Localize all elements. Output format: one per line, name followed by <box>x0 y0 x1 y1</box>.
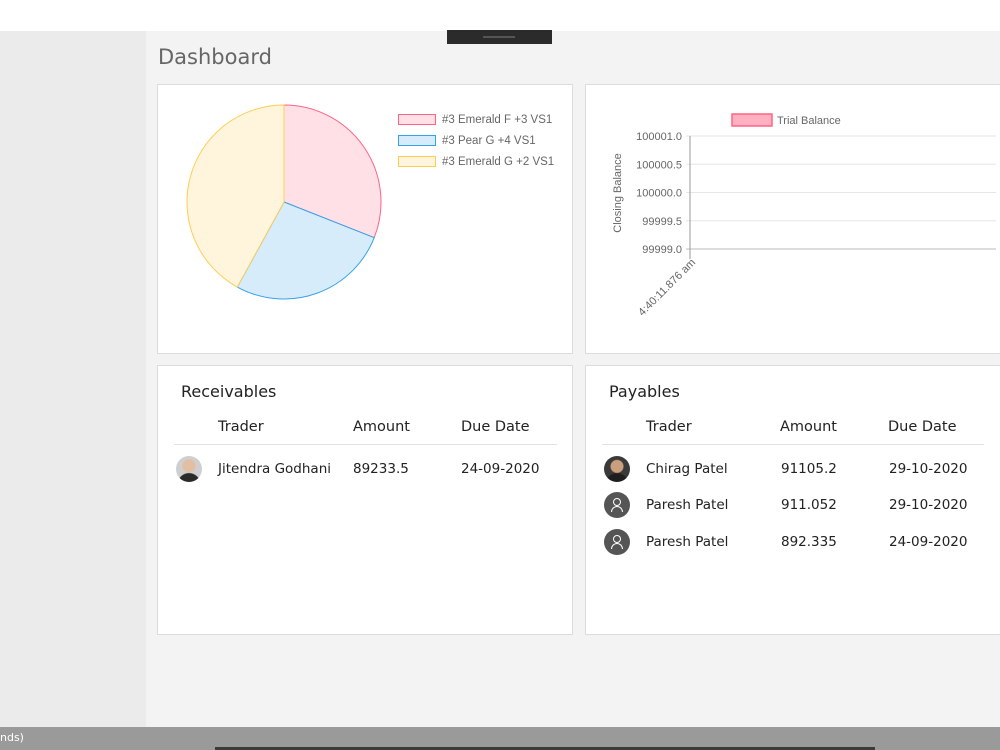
pie-chart <box>186 104 382 300</box>
receivables-card: Receivables Trader Amount Due Date Jiten… <box>157 365 573 635</box>
status-bar: nds) <box>0 727 1000 750</box>
legend-swatch <box>731 113 773 127</box>
col-trader: Trader <box>218 418 264 435</box>
receivables-table-header: Trader Amount Due Date <box>174 409 557 445</box>
pie-legend: #3 Emerald F +3 VS1 #3 Pear G +4 VS1 #3 … <box>398 109 554 172</box>
y-axis-label: Closing Balance <box>612 153 624 233</box>
col-trader: Trader <box>646 418 692 435</box>
payables-table-header: Trader Amount Due Date <box>602 409 984 445</box>
pie-slice-2[interactable] <box>186 104 285 288</box>
amount: 911.052 <box>781 497 837 513</box>
legend-label[interactable]: Trial Balance <box>777 115 841 127</box>
y-tick-label: 99999.5 <box>642 216 682 228</box>
legend-label: #3 Pear G +4 VS1 <box>442 134 536 147</box>
legend-item-1[interactable]: #3 Pear G +4 VS1 <box>398 130 554 151</box>
sidebar <box>0 31 146 727</box>
due-date: 24-09-2020 <box>889 534 968 550</box>
legend-swatch <box>398 156 436 167</box>
trader-name: Paresh Patel <box>646 534 729 550</box>
amount: 89233.5 <box>353 461 409 477</box>
amount: 892.335 <box>781 534 837 550</box>
pie-slice-1[interactable] <box>236 201 375 300</box>
window-drag-handle[interactable] <box>447 30 552 44</box>
y-tick-label: 99999.0 <box>642 244 682 256</box>
y-tick-label: 100000.0 <box>636 188 682 200</box>
table-row[interactable]: Paresh Patel 911.052 29-10-2020 <box>604 490 994 520</box>
avatar <box>604 456 630 482</box>
page-title: Dashboard <box>158 45 272 69</box>
status-text: nds) <box>0 731 24 744</box>
y-tick-label: 100001.0 <box>636 131 682 143</box>
trader-name: Chirag Patel <box>646 461 728 477</box>
col-amount: Amount <box>780 418 837 435</box>
col-due-date: Due Date <box>888 418 957 435</box>
receivables-title: Receivables <box>181 382 277 401</box>
legend-item-0[interactable]: #3 Emerald F +3 VS1 <box>398 109 554 130</box>
due-date: 29-10-2020 <box>889 461 968 477</box>
legend-swatch <box>398 114 436 125</box>
amount: 91105.2 <box>781 461 837 477</box>
legend-label: #3 Emerald G +2 VS1 <box>442 155 555 168</box>
pie-chart-card: #3 Emerald F +3 VS1 #3 Pear G +4 VS1 #3 … <box>157 84 573 354</box>
person-icon <box>604 529 630 555</box>
table-row[interactable]: Jitendra Godhani 89233.5 24-09-2020 <box>176 454 556 484</box>
due-date: 29-10-2020 <box>889 497 968 513</box>
legend-swatch <box>398 135 436 146</box>
legend-label: #3 Emerald F +3 VS1 <box>442 113 553 126</box>
trader-name: Paresh Patel <box>646 497 729 513</box>
x-tick-label: 4:40:11.876 am <box>636 257 698 319</box>
payables-card: Payables Trader Amount Due Date Chirag P… <box>585 365 1000 635</box>
line-chart-card: Trial Balance Closing Balance 100001.0 10… <box>585 84 1000 354</box>
due-date: 24-09-2020 <box>461 461 540 477</box>
payables-title: Payables <box>609 382 680 401</box>
legend-item-2[interactable]: #3 Emerald G +2 VS1 <box>398 151 554 172</box>
col-amount: Amount <box>353 418 410 435</box>
trader-name: Jitendra Godhani <box>218 461 331 477</box>
pie-slice-0[interactable] <box>283 104 382 239</box>
line-chart: Trial Balance Closing Balance 100001.0 10… <box>612 113 996 319</box>
table-row[interactable]: Paresh Patel 892.335 24-09-2020 <box>604 527 994 557</box>
avatar <box>176 456 202 482</box>
col-due-date: Due Date <box>461 418 530 435</box>
y-tick-label: 100000.5 <box>636 159 682 171</box>
table-row[interactable]: Chirag Patel 91105.2 29-10-2020 <box>604 454 994 484</box>
person-icon <box>604 492 630 518</box>
